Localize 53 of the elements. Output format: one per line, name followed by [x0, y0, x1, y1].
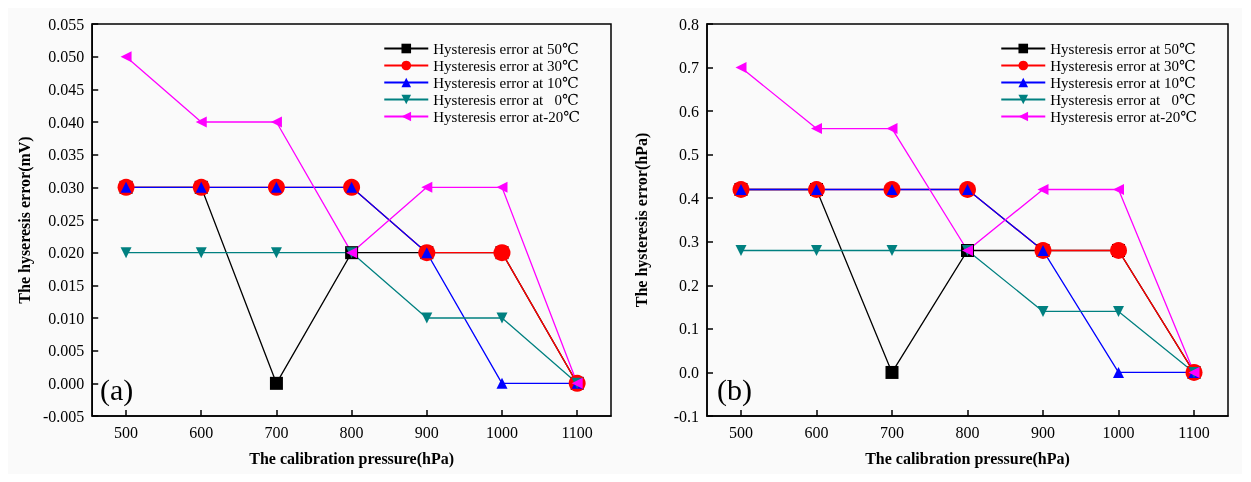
y-tick-label: 0.055 [48, 15, 85, 33]
x-tick-label: 500 [728, 423, 753, 441]
legend-label: Hysteresis error at-20℃ [433, 108, 580, 125]
x-tick-label: 900 [1031, 423, 1056, 441]
y-tick-label: 0.005 [48, 342, 85, 360]
y-tick-label: 0.020 [48, 244, 85, 262]
x-tick-label: 800 [339, 423, 364, 441]
y-tick-label: 0.000 [48, 374, 85, 392]
y-axis-title: The hyseresis error(mV) [15, 136, 34, 304]
x-axis-title: The calibration pressure(hPa) [249, 449, 454, 468]
legend-label: Hysteresis error at 0℃ [1050, 91, 1196, 108]
legend-label: Hysteresis error at-20℃ [1050, 108, 1197, 125]
x-axis-title: The calibration pressure(hPa) [865, 449, 1070, 468]
annotation: (a) [100, 372, 134, 407]
y-tick-label: 0.010 [48, 309, 85, 327]
y-tick-label: 0.040 [48, 113, 85, 131]
x-tick-label: 1100 [561, 423, 593, 441]
y-tick-label: -0.1 [673, 407, 699, 425]
y-tick-label: 0.8 [679, 15, 699, 33]
legend-label: Hysteresis error at 50℃ [433, 40, 579, 57]
x-tick-label: 500 [114, 423, 139, 441]
y-tick-label: 0.5 [679, 146, 699, 164]
y-tick-label: 0.045 [48, 80, 85, 98]
x-tick-label: 600 [804, 423, 829, 441]
annotation: (b) [717, 372, 752, 407]
y-tick-label: 0.2 [679, 276, 699, 294]
x-tick-label: 800 [955, 423, 980, 441]
x-tick-label: 900 [414, 423, 439, 441]
y-tick-label: 0.3 [679, 233, 699, 251]
x-tick-label: 600 [189, 423, 214, 441]
y-tick-label: -0.005 [42, 407, 85, 425]
y-axis-title: The hysteresis error(hPa) [632, 132, 651, 308]
y-tick-label: 0.1 [679, 320, 699, 338]
y-tick-label: 0.030 [48, 178, 85, 196]
x-tick-label: 1100 [1178, 423, 1210, 441]
x-tick-label: 700 [879, 423, 904, 441]
y-tick-label: 0.015 [48, 276, 85, 294]
y-tick-label: 0.025 [48, 211, 85, 229]
legend-label: Hysteresis error at 30℃ [1050, 57, 1196, 74]
x-tick-label: 1000 [1102, 423, 1135, 441]
legend-label: Hysteresis error at 10℃ [1050, 74, 1196, 91]
y-tick-label: 0.7 [679, 59, 699, 77]
y-tick-label: 0.0 [679, 363, 699, 381]
legend-label: Hysteresis error at 0℃ [433, 91, 579, 108]
legend-label: Hysteresis error at 10℃ [433, 74, 579, 91]
legend-label: Hysteresis error at 50℃ [1050, 40, 1196, 57]
y-tick-label: 0.4 [679, 189, 699, 207]
legend-label: Hysteresis error at 30℃ [433, 57, 579, 74]
y-tick-label: 0.050 [48, 48, 85, 66]
x-tick-label: 1000 [485, 423, 518, 441]
x-tick-label: 700 [264, 423, 289, 441]
y-tick-label: 0.035 [48, 146, 85, 164]
y-tick-label: 0.6 [679, 102, 699, 120]
